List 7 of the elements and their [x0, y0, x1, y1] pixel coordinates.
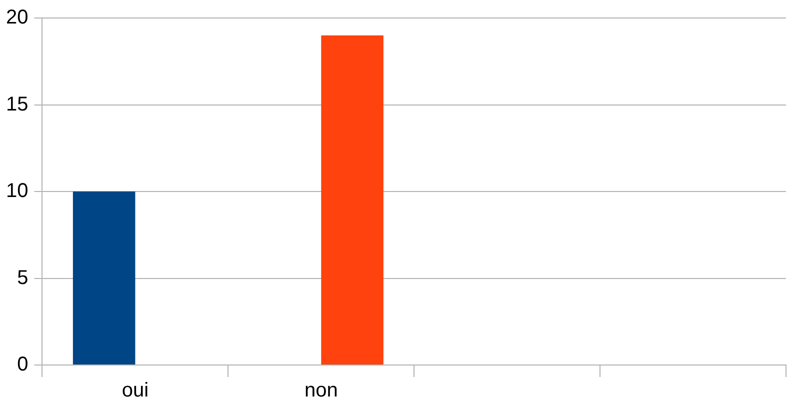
y-tick-label: 20 [6, 6, 28, 29]
y-tick-label: 15 [6, 93, 28, 116]
y-tick-label: 0 [17, 354, 28, 376]
y-tick-label: 10 [6, 180, 28, 202]
y-tick-label: 5 [17, 266, 28, 289]
x-tick-label: oui [122, 380, 149, 402]
x-tick-label: non [304, 380, 338, 402]
